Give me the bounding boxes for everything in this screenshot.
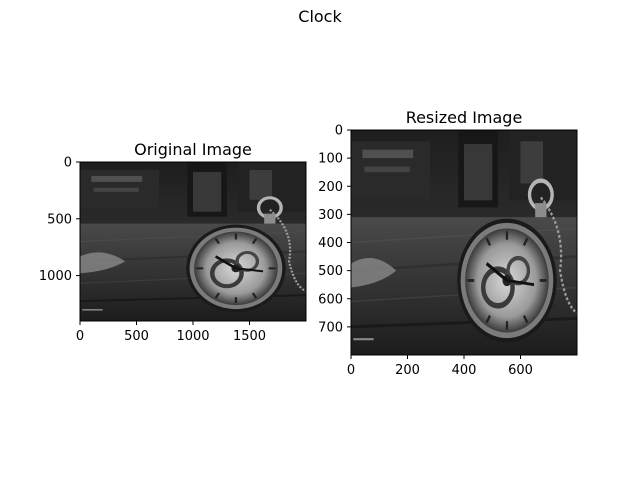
resized-axes-title: Resized Image xyxy=(406,108,523,127)
original-image xyxy=(80,162,306,321)
resized-image-panel xyxy=(350,129,578,356)
original-ytick-label: 0 xyxy=(64,156,72,171)
figure-title: Clock xyxy=(298,7,342,26)
original-xtick-label: 0 xyxy=(76,329,84,344)
resized-ytick-label: 200 xyxy=(318,180,343,195)
resized-xtick-label: 0 xyxy=(347,363,355,378)
original-image-panel xyxy=(79,161,307,322)
resized-ytick-label: 600 xyxy=(318,292,343,307)
original-ytick-label: 500 xyxy=(47,212,72,227)
resized-xtick-label: 400 xyxy=(452,363,477,378)
original-ytick-label: 1000 xyxy=(39,269,72,284)
original-xtick-label: 1000 xyxy=(176,329,209,344)
original-xtick-label: 500 xyxy=(124,329,149,344)
resized-xtick-label: 200 xyxy=(395,363,420,378)
resized-ytick-label: 400 xyxy=(318,236,343,251)
original-axes-title: Original Image xyxy=(134,140,252,159)
resized-ytick-label: 0 xyxy=(335,124,343,139)
resized-ytick-label: 500 xyxy=(318,264,343,279)
resized-ytick-label: 100 xyxy=(318,152,343,167)
resized-image xyxy=(351,130,577,355)
resized-ytick-label: 700 xyxy=(318,320,343,335)
resized-xtick-label: 600 xyxy=(508,363,533,378)
resized-ytick-label: 300 xyxy=(318,208,343,223)
original-xtick-label: 1500 xyxy=(233,329,266,344)
